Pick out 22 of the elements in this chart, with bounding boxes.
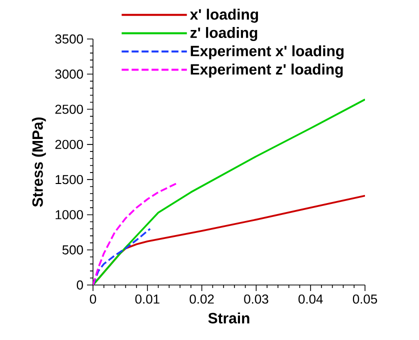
y-tick-label: 500	[62, 245, 83, 254]
x-tick-label: 0.02	[190, 294, 214, 304]
y-tick-label: 2000	[55, 140, 83, 150]
y-axis-title: Stress (MPa)	[32, 118, 46, 207]
line-series	[93, 228, 152, 285]
y-tick-label: 1500	[56, 174, 83, 184]
y-tick-label: 2500	[55, 104, 83, 114]
x-tick-label: 0	[90, 294, 96, 304]
x-tick-label: 0.01	[135, 294, 160, 304]
y-tick-label: 0	[76, 280, 83, 290]
y-tick-label: 3500	[55, 34, 83, 44]
x-axis-title: Strain	[208, 312, 250, 324]
x-tick-label: 0.04	[298, 294, 323, 304]
y-tick-label: 1000	[56, 210, 83, 220]
legend-label: Experiment z' loading	[190, 64, 343, 78]
legend-label: z' loading	[190, 27, 258, 42]
x-tick-label: 0.03	[244, 294, 268, 304]
legend-label: Experiment x' loading	[190, 45, 344, 60]
legend-label: x' loading	[190, 8, 258, 23]
x-tick-label: 0.05	[352, 294, 378, 304]
line-series	[93, 182, 178, 285]
y-tick-label: 3000	[55, 70, 83, 79]
